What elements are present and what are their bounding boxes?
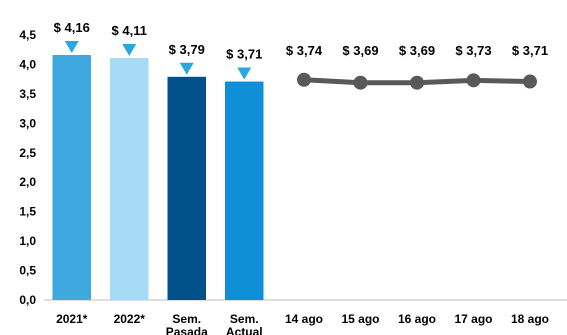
down-triangle-marker <box>122 43 137 56</box>
bar-series: $ 4,16 $ 4,11 $ 3,79 $ 3,71 <box>52 20 264 301</box>
bar-data-label: $ 4,16 <box>54 20 90 35</box>
y-tick-label: 1,0 <box>19 234 36 248</box>
bar <box>225 81 264 301</box>
y-tick-label: 2,5 <box>19 146 36 160</box>
x-tick-label: 15 ago <box>341 312 379 326</box>
x-tick-label: Actual <box>226 325 263 335</box>
line-point <box>523 74 537 89</box>
line-data-label: $ 3,69 <box>342 43 378 58</box>
x-tick-label: Pasada <box>166 325 208 335</box>
y-tick-label: 0,0 <box>19 293 36 307</box>
bar <box>52 55 91 301</box>
y-tick-label: 0,5 <box>19 264 36 278</box>
bar <box>167 76 206 300</box>
y-tick-label: 3,0 <box>19 116 36 130</box>
x-tick-label: 14 ago <box>285 312 323 326</box>
x-tick-label: 2022* <box>114 312 146 326</box>
bar-data-label: $ 3,79 <box>169 42 205 57</box>
bar-data-label: $ 3,71 <box>226 47 262 62</box>
line-data-label: $ 3,71 <box>512 43 548 58</box>
line-data-label: $ 3,74 <box>286 43 323 58</box>
line-data-label: $ 3,69 <box>399 43 435 58</box>
x-tick-label: 17 ago <box>454 312 492 326</box>
y-tick-label: 1,5 <box>19 205 36 219</box>
y-tick-label: 4,5 <box>19 28 36 42</box>
y-axis: 0,0 0,5 1,0 1,5 2,0 2,5 3,0 3,5 4,0 4,5 <box>19 28 567 307</box>
line-series: $ 3,74 $ 3,69 $ 3,69 $ 3,73 $ 3,71 <box>286 43 548 90</box>
line-point <box>297 72 311 87</box>
x-tick-label: 16 ago <box>398 312 436 326</box>
x-tick-label: 2021* <box>56 312 88 326</box>
bar <box>110 57 149 300</box>
y-tick-label: 4,0 <box>19 57 36 71</box>
x-tick-label: Sem. <box>172 312 201 326</box>
x-tick-label: Sem. <box>230 312 259 326</box>
x-tick-label: 18 ago <box>511 312 549 326</box>
y-tick-label: 2,0 <box>19 175 36 189</box>
down-triangle-marker <box>179 62 194 75</box>
line-point <box>466 73 481 88</box>
y-tick-label: 3,5 <box>19 87 36 101</box>
line-data-label: $ 3,73 <box>455 43 491 58</box>
line-point <box>353 75 368 90</box>
bar-data-label: $ 4,11 <box>112 23 147 38</box>
down-triangle-marker <box>237 67 252 80</box>
down-triangle-marker <box>64 41 79 54</box>
line-point <box>410 75 424 90</box>
